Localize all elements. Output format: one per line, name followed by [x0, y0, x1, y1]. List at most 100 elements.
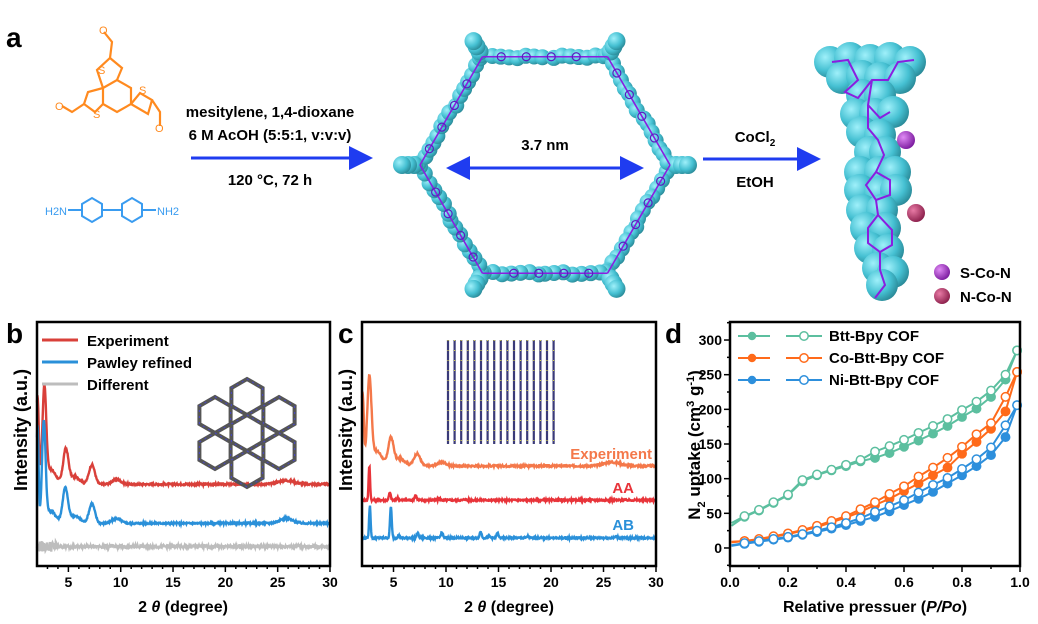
co-btt-bpy-cof-desorption-point: [928, 462, 938, 473]
ni-btt-bpy-cof-desorption-point: [754, 536, 764, 546]
legend-label-co-btt-bpy: Co-Btt-Bpy COF: [829, 350, 944, 367]
legend-label-experiment: Experiment: [87, 333, 169, 350]
legend-b: Experiment Pawley refined Different: [42, 333, 192, 394]
y-axis-label-d: N2 uptake (cm3 g-1): [685, 370, 708, 520]
label-ab: AB: [612, 517, 634, 534]
co-btt-bpy-cof-desorption-point: [986, 418, 996, 429]
legend-adsorption-marker: [747, 375, 757, 385]
condition-acid: 6 M AcOH (5:5:1, v:v:v): [189, 127, 352, 144]
ni-btt-bpy-cof-desorption-point: [971, 454, 982, 465]
series-line-experiment: [35, 383, 331, 490]
framework-atom: [607, 279, 626, 298]
x-tick-label: 10: [113, 574, 129, 590]
framework-atom: [464, 32, 483, 51]
svg-text:O: O: [55, 101, 64, 113]
btt-bpy-cof-desorption-point: [899, 434, 909, 445]
co-btt-bpy-cof-desorption-point: [855, 504, 866, 515]
stacking-inset-image: [446, 340, 555, 444]
btt-bpy-cof-desorption-point: [826, 464, 837, 475]
co-btt-bpy-cof-desorption-point: [899, 481, 909, 492]
pyridine-ring: [624, 90, 634, 100]
panel-label-a: a: [6, 22, 22, 53]
btt-bpy-cof-desorption-point: [797, 475, 808, 485]
co-btt-bpy-cof-desorption-point: [1000, 391, 1011, 402]
legend-label-pawley: Pawley refined: [87, 355, 192, 372]
co-btt-bpy-cof-desorption-point: [942, 452, 953, 463]
svg-text:S: S: [93, 109, 100, 121]
btt-bpy-cof-desorption-point: [739, 511, 750, 522]
solvent-label: EtOH: [736, 174, 774, 191]
co-btt-bpy-cof-desorption-point: [971, 429, 982, 440]
x-tick-label: 1.0: [1010, 574, 1030, 590]
framework-bond: [419, 164, 484, 274]
s-co-n-sphere-icon: [934, 264, 950, 280]
x-axis-label-d: Relative pressuer (P/Po): [783, 599, 967, 616]
ni-btt-bpy-cof-desorption-point: [797, 529, 808, 540]
x-tick-label: 0.8: [952, 574, 972, 590]
chart-d-n2-isotherm: 0.0 0.2 0.4 0.6 0.8 1.0 0 50 100 150 200 250 300: [699, 320, 1030, 590]
framework-atom: [679, 156, 697, 174]
ni-btt-bpy-cof-desorption-point: [1000, 420, 1011, 431]
series-line-experiment: [360, 373, 657, 471]
ni-btt-bpy-cof-adsorption-point: [1000, 432, 1011, 443]
condition-solvent: mesitylene, 1,4-dioxane: [186, 104, 354, 121]
svg-text:O: O: [155, 123, 164, 135]
pyridine-ring: [546, 52, 556, 62]
framework-atom: [866, 269, 898, 301]
x-axis-label-c: 2 θ (degree): [464, 599, 554, 616]
legend-desorption-marker: [799, 353, 809, 363]
cof-hexagonal-pore-model: [393, 32, 697, 298]
x-tick-label: 5: [390, 574, 398, 590]
legend-d: Btt-Bpy COF Co-Btt-Bpy COF Ni-Btt-Bpy CO…: [738, 328, 944, 389]
co-btt-bpy-cof-adsorption-point: [942, 462, 953, 473]
ni-btt-bpy-cof-desorption-point: [739, 538, 750, 549]
sulfur-labels: S S S O O O: [55, 25, 164, 135]
honeycomb-cell: [261, 394, 297, 436]
framework-bond: [606, 56, 671, 166]
honeycomb-cell: [229, 412, 265, 454]
y-tick-label: 150: [699, 436, 723, 452]
framework-bond: [419, 56, 484, 166]
reagent-label: CoCl2: [735, 129, 776, 149]
ni-btt-bpy-cof-adsorption-line: [731, 404, 1019, 547]
ni-btt-bpy-cof-desorption-point: [826, 522, 837, 533]
pyridine-ring: [571, 52, 581, 62]
y-tick-label: 300: [699, 332, 723, 348]
svg-text:S: S: [139, 85, 146, 97]
y-tick-label: 100: [699, 471, 723, 487]
btt-bpy-cof-desorption-point: [913, 427, 924, 438]
pyridine-ring: [618, 241, 628, 251]
pyridine-ring: [443, 209, 453, 219]
pyridine-ring: [637, 111, 647, 121]
x-tick-label: 10: [438, 574, 454, 590]
pyridine-ring: [449, 100, 459, 111]
x-tick-label: 0.2: [778, 574, 798, 590]
ni-btt-bpy-cof-desorption-point: [841, 518, 851, 528]
co-btt-bpy-cof-desorption-point: [957, 441, 967, 452]
panel-label-b: b: [6, 318, 23, 349]
btt-bpy-cof-desorption-point: [812, 469, 822, 480]
pyridine-ring: [437, 122, 447, 132]
x-tick-label: 15: [165, 574, 181, 590]
btt-bpy-cof-desorption-point: [841, 459, 851, 470]
legend-desorption-marker: [799, 331, 809, 341]
pyridine-ring: [468, 252, 478, 262]
pyridine-ring: [631, 219, 641, 230]
pyridine-ring: [431, 187, 441, 197]
pyridine-ring: [643, 198, 653, 208]
legend-s-co-n: S-Co-N: [960, 265, 1011, 282]
legend-label-ni-btt-bpy: Ni-Btt-Bpy COF: [829, 372, 939, 389]
x-axis-label-b: 2 θ (degree): [138, 599, 228, 616]
co-btt-bpy-cof-desorption-point: [884, 488, 895, 499]
honeycomb-cell: [197, 430, 233, 472]
legend-label-btt-bpy: Btt-Bpy COF: [829, 328, 919, 345]
ni-btt-bpy-cof-desorption-point: [986, 442, 996, 453]
btt-bpy-cof-desorption-point: [928, 421, 938, 431]
pore-size-label: 3.7 nm: [521, 137, 569, 154]
x-tick-label: 30: [648, 574, 664, 590]
pyridine-ring: [496, 52, 506, 62]
pyridine-ring: [649, 133, 659, 143]
x-tick-label: 15: [491, 574, 507, 590]
amine-right-label: NH2: [157, 206, 179, 218]
